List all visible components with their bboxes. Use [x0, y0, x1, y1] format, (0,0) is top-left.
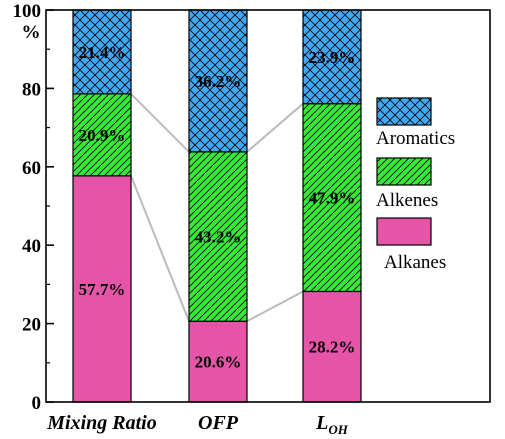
value-label: 23.9% [309, 48, 356, 67]
value-label: 21.4% [79, 43, 126, 62]
legend-label-alkanes: Alkanes [384, 252, 446, 273]
legend-swatch-alkenes [376, 157, 432, 186]
value-label: 43.2% [195, 228, 242, 247]
value-label: 36.2% [195, 72, 242, 91]
y-tick-label: 60 [22, 158, 41, 179]
bar-segment-aromatics [188, 9, 248, 153]
y-tick-label: 100 [13, 1, 42, 22]
bar-segment-alkenes [302, 103, 362, 293]
value-label: 28.2% [309, 338, 356, 357]
bar-segment-aromatics [302, 9, 362, 105]
value-label: 20.6% [195, 353, 242, 372]
value-labels: 57.7% 20.9% 21.4% 20.6% 43.2% 36.2% 28.2% 47.9%… [79, 43, 356, 372]
legend-swatch-alkanes [376, 217, 432, 246]
bar-segment-alkanes [188, 320, 248, 403]
connector-line [130, 175, 190, 322]
y-axis-label: % [22, 22, 41, 43]
y-tick-label: 20 [22, 315, 41, 336]
legend-label-alkenes: Alkenes [376, 190, 438, 211]
legend-swatch-aromatics [376, 97, 432, 126]
legend: Aromatics Alkenes Alkanes [376, 97, 455, 273]
bar-segment-aromatics [72, 9, 132, 95]
x-tick-label: OFP [198, 412, 239, 434]
y-tick-label: 80 [22, 79, 41, 100]
connector-line [130, 93, 190, 153]
connector-lines [130, 93, 304, 323]
connector-line [246, 102, 304, 153]
y-tick-label: 0 [32, 393, 42, 414]
x-axis: Mixing Ratio OFP LOH [46, 412, 348, 437]
x-tick-label: Mixing Ratio [46, 412, 156, 434]
bars-group [72, 9, 362, 403]
value-label: 57.7% [79, 280, 126, 299]
bar-segment-alkenes [188, 151, 248, 322]
x-tick-label: LOH [315, 412, 349, 437]
y-tick-label: 40 [22, 236, 41, 257]
legend-label-aromatics: Aromatics [376, 128, 455, 149]
value-label: 20.9% [79, 126, 126, 145]
bar-segment-alkanes [72, 175, 132, 403]
connector-line [246, 290, 304, 323]
y-axis: 0 20 40 60 80 100 [13, 1, 54, 414]
value-label: 47.9% [309, 189, 356, 208]
bar-segment-alkenes [72, 93, 132, 177]
